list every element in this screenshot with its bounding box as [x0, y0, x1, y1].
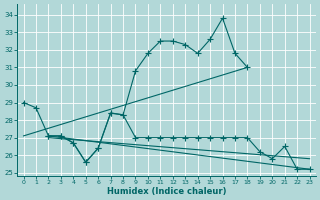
- X-axis label: Humidex (Indice chaleur): Humidex (Indice chaleur): [107, 187, 226, 196]
